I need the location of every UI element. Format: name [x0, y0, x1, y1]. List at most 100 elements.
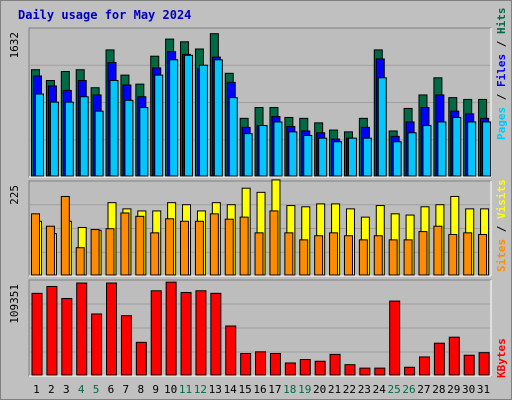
bot-bar-kbytes-29: [448, 336, 460, 376]
side-label-pages-files-hits-part-3: Hits: [495, 8, 508, 35]
mid-bar-sites-1: [31, 213, 40, 276]
bot-bar-kbytes-20: [314, 360, 326, 376]
x-tick-label-16: 16: [253, 383, 266, 396]
top-bar-pages-28: [437, 121, 447, 177]
x-tick-label-14: 14: [224, 383, 238, 396]
mid-bar-sites-16: [254, 232, 264, 276]
top-bar-pages-30: [467, 121, 477, 177]
bot-bar-kbytes-19: [299, 359, 311, 376]
side-legends: Pages / Files / Hits Sites / Visits KBytes: [495, 8, 508, 379]
bot-bar-kbytes-18: [284, 362, 296, 376]
bot-bar-kbytes-31: [478, 352, 490, 376]
top-bar-pages-12: [198, 64, 208, 177]
mid-bar-sites-11: [180, 220, 190, 276]
mid-bar-sites-3: [60, 195, 70, 276]
mid-bar-sites-21: [329, 232, 339, 276]
top-bar-pages-25: [392, 141, 402, 177]
mid-bar-sites-22: [343, 235, 353, 276]
mid-bar-sites-25: [388, 239, 398, 276]
mid-bar-sites-19: [299, 239, 309, 276]
x-tick-label-21: 21: [328, 383, 341, 396]
mid-bar-sites-18: [284, 232, 294, 276]
side-label-pages-files-hits-part-2: Files: [495, 54, 508, 87]
panel-hits-files-pages: 1632: [8, 27, 492, 178]
mid-bar-sites-15: [239, 216, 249, 276]
mid-bar-sites-8: [135, 215, 145, 276]
side-label-kbytes-part-1: KBytes: [495, 338, 508, 378]
panel-kbytes: 109351: [8, 279, 492, 377]
bot-bar-kbytes-2: [46, 285, 58, 376]
mid-bar-sites-31: [478, 233, 488, 276]
top-bar-pages-20: [318, 137, 328, 177]
top-bar-pages-26: [407, 132, 417, 177]
top-bar-pages-4: [79, 96, 89, 177]
x-axis-day-labels: 1 2 3 4 5 6 7 8 9 10 11 12 13 14 15 16 17 18 19 20 21 22 23 24 2…: [33, 383, 490, 396]
top-bar-pages-10: [169, 59, 179, 177]
top-bar-pages-27: [422, 125, 432, 177]
top-bar-pages-14: [228, 97, 238, 177]
x-tick-label-3: 3: [63, 383, 70, 396]
mid-bar-sites-28: [433, 225, 443, 276]
side-label-sites-visits-part-1: Sites: [495, 239, 508, 272]
top-bar-pages-11: [184, 54, 194, 177]
x-tick-label-22: 22: [343, 383, 356, 396]
top-bar-pages-31: [482, 121, 492, 177]
bot-bar-kbytes-30: [463, 354, 475, 376]
top-bar-pages-24: [377, 77, 387, 177]
mid-bar-sites-20: [314, 235, 324, 276]
bot-bar-kbytes-23: [359, 367, 371, 376]
bot-bar-kbytes-16: [255, 351, 267, 376]
x-tick-label-30: 30: [462, 383, 475, 396]
mid-bar-sites-12: [194, 220, 204, 276]
x-tick-label-27: 27: [417, 383, 430, 396]
top-bar-pages-15: [243, 133, 253, 177]
bot-bar-kbytes-17: [269, 353, 281, 376]
x-tick-label-17: 17: [268, 383, 281, 396]
bot-bar-kbytes-9: [150, 290, 162, 376]
top-ymax-label: 1632: [8, 32, 21, 59]
x-tick-label-1: 1: [33, 383, 40, 396]
x-tick-label-11: 11: [179, 383, 192, 396]
side-label-sites-visits-separator-1: /: [495, 219, 508, 239]
mid-bar-sites-13: [209, 213, 219, 276]
x-tick-label-13: 13: [209, 383, 222, 396]
side-label-pages-files-hits-separator-2: /: [495, 34, 508, 54]
mid-bar-sites-23: [358, 239, 368, 276]
chart-title: Daily usage for May 2024: [18, 8, 191, 22]
mid-ymax-label: 225: [8, 185, 21, 205]
panel-visits-sites: 225: [8, 179, 492, 277]
top-bar-pages-13: [213, 59, 223, 177]
top-bar-pages-16: [258, 125, 268, 177]
top-bar-pages-23: [362, 137, 372, 177]
top-bar-pages-7: [124, 99, 134, 177]
mid-bar-sites-14: [224, 218, 234, 276]
top-bar-pages-5: [94, 110, 104, 177]
top-bar-pages-3: [64, 101, 74, 177]
x-tick-label-10: 10: [164, 383, 177, 396]
bot-bar-kbytes-3: [61, 297, 73, 376]
mid-bar-sites-17: [269, 210, 279, 276]
x-tick-label-20: 20: [313, 383, 326, 396]
top-bar-pages-22: [347, 137, 357, 177]
x-tick-label-29: 29: [447, 383, 460, 396]
x-tick-label-28: 28: [432, 383, 445, 396]
x-tick-label-9: 9: [152, 383, 159, 396]
top-bar-pages-2: [49, 101, 59, 177]
top-bar-pages-21: [333, 141, 343, 177]
side-label-pages-files-hits-separator-1: /: [495, 87, 508, 107]
x-tick-label-12: 12: [194, 383, 207, 396]
mid-bar-sites-6: [105, 228, 115, 276]
bot-bar-kbytes-1: [31, 292, 43, 376]
mid-bar-sites-4: [75, 247, 85, 276]
bot-bar-kbytes-4: [76, 282, 88, 376]
side-label-sites-visits: Sites / Visits: [495, 179, 508, 272]
side-label-pages-files-hits-part-1: Pages: [495, 107, 508, 140]
top-bar-pages-8: [139, 107, 149, 177]
bot-bar-kbytes-27: [418, 356, 430, 376]
x-tick-label-18: 18: [283, 383, 296, 396]
side-label-pages-files-hits: Pages / Files / Hits: [495, 8, 508, 141]
bot-bar-kbytes-24: [374, 367, 386, 376]
x-tick-label-25: 25: [388, 383, 401, 396]
bot-bar-kbytes-25: [389, 300, 401, 376]
bot-bar-kbytes-8: [135, 341, 147, 376]
